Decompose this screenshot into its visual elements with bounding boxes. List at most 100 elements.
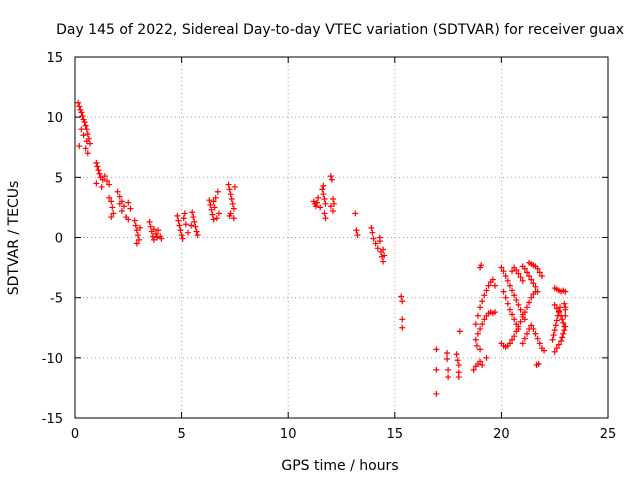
data-point (96, 170, 103, 177)
data-point (188, 222, 195, 229)
data-point (191, 218, 198, 225)
data-point (506, 340, 513, 347)
data-point (99, 176, 106, 183)
data-point (550, 331, 557, 338)
data-point (519, 313, 526, 320)
data-point (101, 173, 108, 180)
data-point (321, 210, 328, 217)
data-point (192, 223, 199, 230)
data-point (562, 312, 569, 319)
data-point (109, 204, 116, 211)
data-point (155, 227, 162, 234)
data-point (98, 183, 105, 190)
data-point (147, 223, 154, 230)
data-point (534, 335, 541, 342)
data-point (312, 203, 319, 210)
data-point (456, 328, 463, 335)
data-point (110, 210, 117, 217)
data-point (521, 309, 528, 316)
data-point (81, 118, 88, 125)
data-point (502, 273, 509, 280)
data-point (82, 122, 89, 129)
data-point (230, 205, 237, 212)
data-point (193, 228, 200, 235)
data-point (84, 131, 91, 138)
data-point (178, 232, 185, 239)
data-point (150, 226, 157, 233)
data-point (562, 306, 569, 313)
data-point (517, 318, 524, 325)
data-point (226, 212, 233, 219)
data-point (158, 235, 165, 242)
data-point (381, 252, 388, 259)
data-point (559, 334, 566, 341)
data-point (372, 240, 379, 247)
data-point (116, 193, 123, 200)
data-point (207, 202, 214, 209)
data-point (509, 311, 516, 318)
data-point (551, 301, 558, 308)
data-point (354, 232, 361, 239)
data-point (555, 341, 562, 348)
data-point (214, 188, 221, 195)
data-point (500, 288, 507, 295)
data-point (558, 337, 565, 344)
data-point (483, 287, 490, 294)
data-point (453, 351, 460, 358)
data-point (177, 227, 184, 234)
data-point (562, 288, 569, 295)
data-point (215, 210, 222, 217)
data-point (131, 217, 138, 224)
data-point (509, 287, 516, 294)
data-point (184, 229, 191, 236)
data-point (179, 235, 186, 242)
data-point (146, 218, 153, 225)
data-point (553, 345, 560, 352)
data-point (132, 222, 139, 229)
data-point (83, 138, 90, 145)
data-point (521, 335, 528, 342)
data-point (528, 276, 535, 283)
data-point (106, 181, 113, 188)
y-tick-label: 10 (46, 111, 63, 126)
data-point (470, 366, 477, 373)
data-point (315, 194, 322, 201)
data-point (509, 268, 516, 275)
axis-ticks: 0 5 10 15 20 25 -15 -10 -5 0 5 10 15 (42, 51, 617, 442)
data-point (552, 322, 559, 329)
data-point (116, 200, 123, 207)
data-point (526, 273, 533, 280)
data-point (135, 236, 142, 243)
x-tick-label: 5 (177, 427, 185, 442)
data-point (472, 321, 479, 328)
data-point (506, 306, 513, 313)
data-point (561, 300, 568, 307)
data-point (227, 191, 234, 198)
y-tick-label: -5 (50, 292, 63, 307)
plot-frame (74, 56, 609, 419)
data-point (80, 132, 87, 139)
data-point (477, 358, 484, 365)
data-point (479, 298, 486, 305)
data-point (149, 233, 156, 240)
data-point (532, 330, 539, 337)
data-point (528, 294, 535, 301)
data-point (180, 215, 187, 222)
data-point (320, 191, 327, 198)
data-point (133, 227, 140, 234)
data-point (472, 336, 479, 343)
data-point (433, 390, 440, 397)
data-point (353, 227, 360, 234)
data-point (445, 374, 452, 381)
data-point (511, 292, 518, 299)
data-point (181, 210, 188, 217)
data-point (231, 183, 238, 190)
data-point (519, 277, 526, 284)
data-point (213, 215, 220, 222)
data-point (526, 299, 533, 306)
data-point (374, 245, 381, 252)
data-point (536, 340, 543, 347)
data-point (83, 126, 90, 133)
data-point (513, 266, 520, 273)
data-point (474, 312, 481, 319)
